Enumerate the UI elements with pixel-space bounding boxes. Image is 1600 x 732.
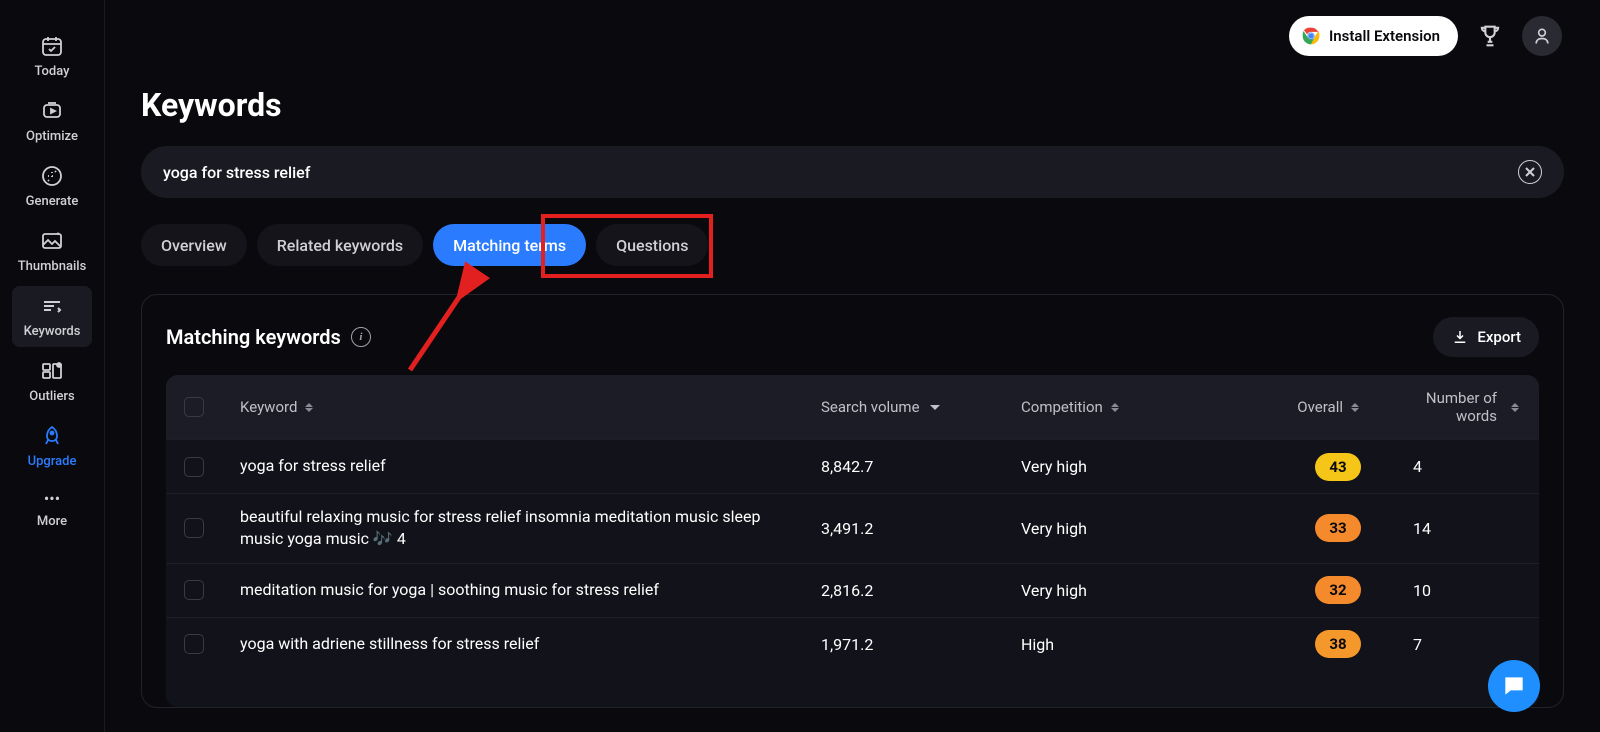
- cell-keyword: beautiful relaxing music for stress reli…: [240, 494, 821, 563]
- sidebar-item-label: Keywords: [24, 324, 81, 339]
- table-row[interactable]: meditation music for yoga | soothing mus…: [166, 563, 1539, 617]
- cell-search-volume: 1,971.2: [821, 635, 1021, 654]
- row-checkbox[interactable]: [184, 580, 204, 600]
- sidebar-item-label: Optimize: [26, 129, 78, 144]
- cell-overall: 33: [1221, 514, 1361, 542]
- chevron-down-icon: [930, 405, 940, 410]
- cell-competition: High: [1021, 635, 1221, 654]
- content: Keywords Overview Related keywords Match…: [105, 72, 1600, 732]
- main: Install Extension Keywords Overview Rela…: [105, 0, 1600, 732]
- user-icon: [1532, 26, 1552, 46]
- search-input[interactable]: [163, 163, 1518, 182]
- column-header-search-volume[interactable]: Search volume: [821, 398, 1021, 416]
- cell-overall: 32: [1221, 576, 1361, 604]
- table-row[interactable]: yoga for stress relief8,842.7Very high43…: [166, 439, 1539, 493]
- sidebar-item-label: Generate: [26, 194, 79, 209]
- tab-matching-terms[interactable]: Matching terms: [433, 224, 586, 266]
- sidebar-item-thumbnails[interactable]: Thumbnails: [12, 221, 92, 282]
- row-checkbox[interactable]: [184, 634, 204, 654]
- search-field[interactable]: [141, 146, 1564, 198]
- cell-competition: Very high: [1021, 581, 1221, 600]
- chrome-icon: [1301, 26, 1321, 46]
- cell-keyword: meditation music for yoga | soothing mus…: [240, 567, 821, 613]
- table-body: yoga for stress relief8,842.7Very high43…: [166, 439, 1539, 671]
- keywords-icon: [40, 294, 64, 318]
- sidebar-item-today[interactable]: Today: [12, 26, 92, 87]
- table-row[interactable]: beautiful relaxing music for stress reli…: [166, 493, 1539, 563]
- sidebar-item-label: Outliers: [29, 389, 74, 404]
- info-icon[interactable]: i: [351, 327, 371, 347]
- close-icon: [1524, 166, 1536, 178]
- keywords-table: Keyword Search volume Competition Overal…: [166, 375, 1539, 707]
- sidebar: Today Optimize Generate Thumbnails Keywo…: [0, 0, 105, 732]
- cell-search-volume: 8,842.7: [821, 457, 1021, 476]
- cell-overall: 43: [1221, 453, 1361, 481]
- sidebar-item-generate[interactable]: Generate: [12, 156, 92, 217]
- trophy-icon[interactable]: [1476, 22, 1504, 50]
- chat-fab[interactable]: [1488, 660, 1540, 712]
- download-icon: [1451, 328, 1469, 346]
- column-header-keyword[interactable]: Keyword: [240, 398, 821, 416]
- outliers-icon: [40, 359, 64, 383]
- row-checkbox[interactable]: [184, 518, 204, 538]
- row-checkbox[interactable]: [184, 457, 204, 477]
- results-panel: Matching keywords i Export Keyword Searc…: [141, 294, 1564, 708]
- sort-icon: [1509, 401, 1521, 413]
- play-box-icon: [40, 99, 64, 123]
- panel-title: Matching keywords i: [166, 325, 371, 349]
- cell-num-words: 14: [1361, 519, 1521, 538]
- rocket-icon: [40, 424, 64, 448]
- panel-header: Matching keywords i Export: [166, 317, 1539, 357]
- tab-related-keywords[interactable]: Related keywords: [257, 224, 423, 266]
- cell-search-volume: 2,816.2: [821, 581, 1021, 600]
- sidebar-item-label: Thumbnails: [18, 259, 87, 274]
- cell-num-words: 10: [1361, 581, 1521, 600]
- cell-overall: 38: [1221, 630, 1361, 658]
- sidebar-item-label: Upgrade: [28, 454, 77, 469]
- sidebar-item-upgrade[interactable]: Upgrade: [12, 416, 92, 477]
- topbar: Install Extension: [105, 0, 1600, 72]
- calendar-icon: [40, 34, 64, 58]
- sort-icon: [1109, 401, 1121, 413]
- page-title: Keywords: [141, 86, 1564, 124]
- install-extension-label: Install Extension: [1329, 27, 1440, 45]
- sparkle-circle-icon: [40, 164, 64, 188]
- sidebar-item-label: More: [37, 514, 67, 529]
- sort-icon: [303, 401, 315, 413]
- cell-keyword: yoga with adriene stillness for stress r…: [240, 621, 821, 667]
- column-header-competition[interactable]: Competition: [1021, 398, 1221, 416]
- sidebar-item-label: Today: [34, 64, 69, 79]
- panel-title-text: Matching keywords: [166, 325, 341, 349]
- more-icon: •••: [44, 489, 60, 508]
- install-extension-button[interactable]: Install Extension: [1289, 16, 1458, 56]
- cell-competition: Very high: [1021, 519, 1221, 538]
- cell-num-words: 4: [1361, 457, 1521, 476]
- tab-questions[interactable]: Questions: [596, 224, 708, 266]
- sidebar-item-more[interactable]: ••• More: [12, 481, 92, 537]
- user-avatar[interactable]: [1522, 16, 1562, 56]
- sidebar-item-keywords[interactable]: Keywords: [12, 286, 92, 347]
- chat-icon: [1501, 673, 1527, 699]
- select-all-checkbox[interactable]: [184, 397, 204, 417]
- cell-search-volume: 3,491.2: [821, 519, 1021, 538]
- cell-num-words: 7: [1361, 635, 1521, 654]
- table-header: Keyword Search volume Competition Overal…: [166, 375, 1539, 439]
- export-label: Export: [1477, 328, 1521, 346]
- cell-keyword: yoga for stress relief: [240, 443, 821, 489]
- clear-search-button[interactable]: [1518, 160, 1542, 184]
- sidebar-item-outliers[interactable]: Outliers: [12, 351, 92, 412]
- table-row[interactable]: yoga with adriene stillness for stress r…: [166, 617, 1539, 671]
- column-header-overall[interactable]: Overall: [1221, 398, 1361, 416]
- cell-competition: Very high: [1021, 457, 1221, 476]
- column-header-num-words[interactable]: Number of words: [1361, 389, 1521, 425]
- sort-icon: [1349, 401, 1361, 413]
- tab-overview[interactable]: Overview: [141, 224, 247, 266]
- export-button[interactable]: Export: [1433, 317, 1539, 357]
- tabs: Overview Related keywords Matching terms…: [141, 224, 1564, 266]
- image-icon: [40, 229, 64, 253]
- sidebar-item-optimize[interactable]: Optimize: [12, 91, 92, 152]
